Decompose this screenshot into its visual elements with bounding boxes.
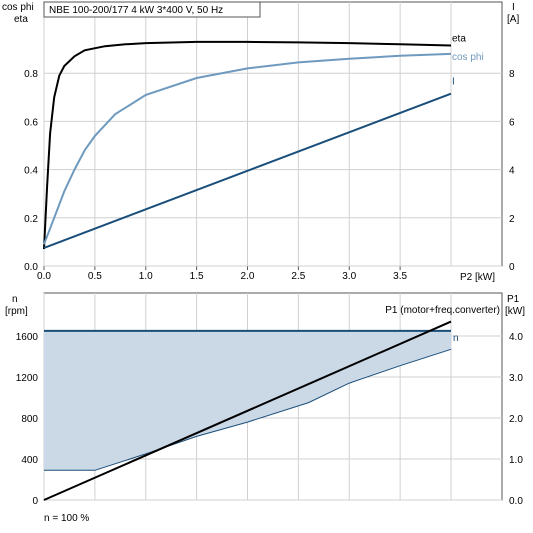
- top-right-ylabel-2: [A]: [507, 14, 519, 25]
- x-tick-label: 2.0: [241, 271, 255, 282]
- left-tick-label: 0.2: [24, 214, 38, 225]
- top-x-tick-labels: 0.0 0.5 1.0 1.5 2.0 2.5 3.0 3.5: [37, 271, 407, 282]
- bottom-right-tick-label: 3.0: [509, 373, 523, 384]
- cos-phi-series-label: cos phi: [452, 52, 484, 63]
- right-tick-label: 8: [509, 69, 515, 80]
- bottom-right-ylabel-2: [kW]: [505, 306, 525, 317]
- right-tick-label: 4: [509, 166, 515, 177]
- top-gridlines: [43, 2, 502, 270]
- bottom-right-tick-labels: 0.0 1.0 2.0 3.0 4.0: [509, 332, 523, 507]
- bottom-left-tick-label: 400: [21, 455, 38, 466]
- chart-title: NBE 100-200/177 4 kW 3*400 V, 50 Hz: [49, 5, 223, 16]
- title-box: [43, 1, 261, 18]
- bottom-right-ylabel-1: P1: [507, 294, 520, 305]
- x-tick-label: 1.5: [190, 271, 204, 282]
- speed-power-chart: n [rpm] P1 [kW] P1 (motor+freq.converter…: [5, 292, 525, 524]
- top-left-ylabel-1: cos phi: [2, 2, 34, 13]
- x-tick-label: 0.5: [88, 271, 102, 282]
- n-min-line: [44, 348, 452, 471]
- left-tick-label: 0.4: [24, 166, 38, 177]
- bottom-right-tick-label: 0.0: [509, 496, 523, 507]
- efficiency-current-chart: NBE 100-200/177 4 kW 3*400 V, 50 Hz cos …: [2, 1, 519, 283]
- bottom-right-tick-label: 1.0: [509, 455, 523, 466]
- top-left-tick-labels: 0.0 0.2 0.4 0.6 0.8: [24, 69, 38, 273]
- p1-line: [43, 320, 452, 501]
- left-tick-label: 0.0: [24, 262, 38, 273]
- eta-series-label: eta: [452, 33, 466, 44]
- bottom-left-tick-label: 0: [32, 496, 38, 507]
- cos-phi-line: [43, 52, 452, 245]
- bottom-series: n: [43, 320, 459, 501]
- bottom-left-ylabel-2: [rpm]: [5, 306, 28, 317]
- bottom-left-tick-labels: 0 400 800 1200 1600: [16, 332, 39, 507]
- x-tick-label: 0.0: [37, 271, 51, 282]
- top-left-ylabel-2: eta: [14, 14, 28, 25]
- top-plot-area: [43, 1, 503, 267]
- eta-line: [43, 40, 452, 250]
- x-tick-label: 3.0: [342, 271, 356, 282]
- top-series: eta cos phi I: [43, 33, 484, 250]
- n-series-label: n: [453, 333, 459, 344]
- x-tick-label: 2.5: [291, 271, 305, 282]
- right-tick-label: 6: [509, 117, 515, 128]
- i-line: [43, 92, 452, 249]
- p1-annotation: P1 (motor+freq.converter): [385, 305, 500, 316]
- top-right-ylabel-1: I: [512, 2, 515, 13]
- footnote: n = 100 %: [44, 513, 89, 524]
- bottom-right-tick-label: 4.0: [509, 332, 523, 343]
- right-tick-label: 0: [509, 262, 515, 273]
- bottom-left-tick-label: 800: [21, 414, 38, 425]
- top-right-tick-labels: 0 2 4 6 8: [509, 69, 515, 273]
- left-tick-label: 0.6: [24, 117, 38, 128]
- bottom-right-tick-label: 2.0: [509, 414, 523, 425]
- left-tick-label: 0.8: [24, 69, 38, 80]
- x-tick-label: 3.5: [393, 271, 407, 282]
- x-axis-label: P2 [kW]: [460, 272, 495, 283]
- i-series-label: I: [452, 77, 455, 88]
- bottom-left-tick-label: 1200: [16, 373, 39, 384]
- x-tick-label: 1.0: [139, 271, 153, 282]
- bottom-left-tick-label: 1600: [16, 332, 39, 343]
- bottom-left-ylabel-1: n: [12, 294, 18, 305]
- right-tick-label: 2: [509, 214, 515, 225]
